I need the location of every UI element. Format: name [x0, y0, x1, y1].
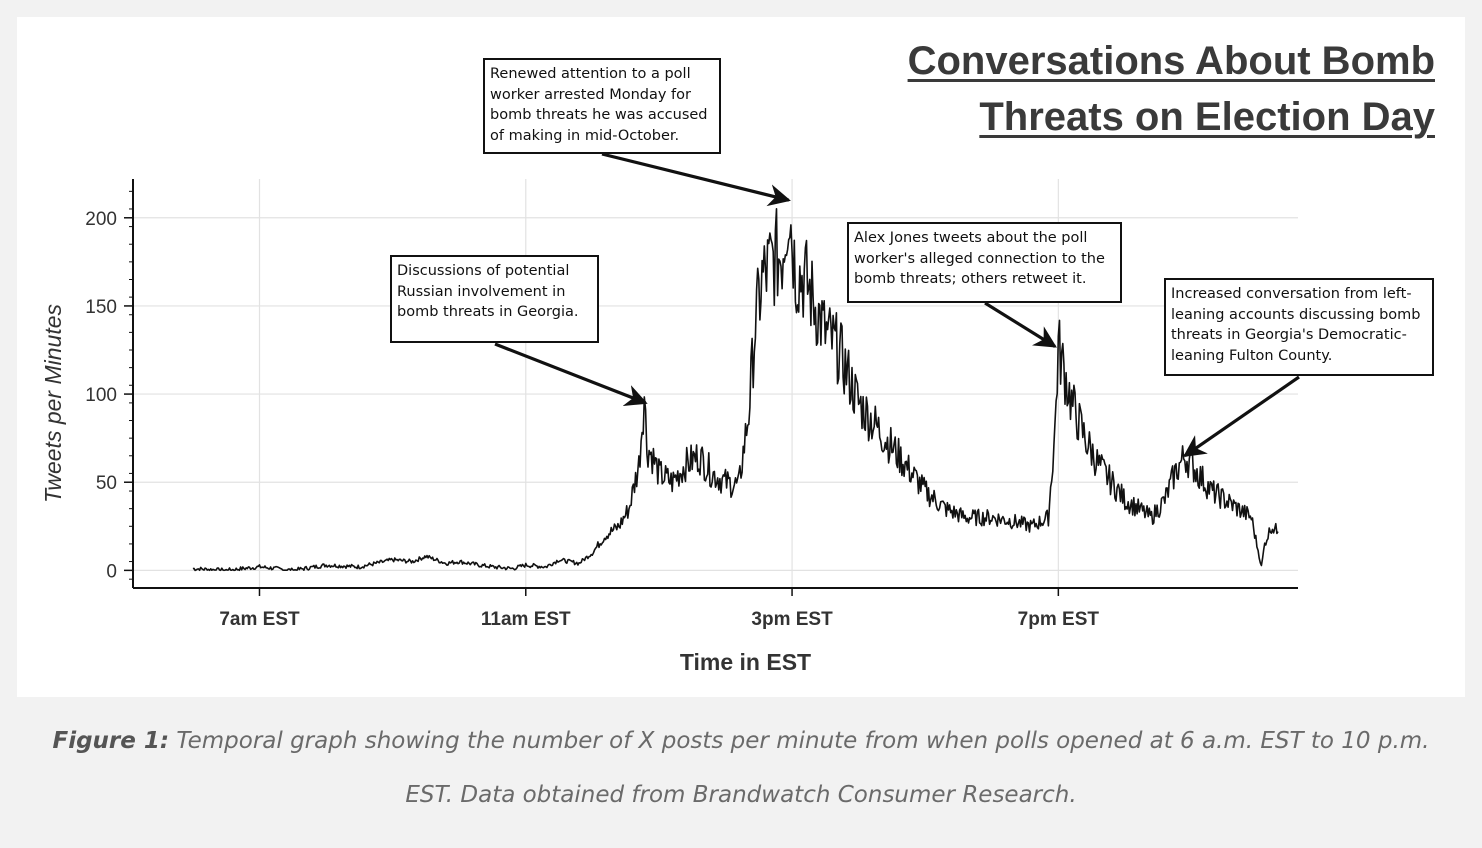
figure-caption: Figure 1: Temporal graph showing the num… [40, 714, 1442, 822]
x-tick-label: 3pm EST [751, 609, 833, 630]
annotation-alex-jones: Alex Jones tweets about the poll worker'… [847, 222, 1122, 303]
y-tick-label: 50 [96, 473, 117, 494]
y-tick-label: 200 [85, 209, 117, 230]
series-line [192, 208, 1279, 572]
annotation-fulton-county: Increased conversation from left- leanin… [1164, 278, 1434, 376]
y-tick-label: 100 [85, 385, 117, 406]
annotation-russian-involvement: Discussions of potential Russian involve… [390, 255, 599, 343]
y-axis-label: Tweets per Minutes [40, 304, 66, 503]
line-chart: 0 50 100 150 200 7am EST 11am EST 3pm EST 7pm ES… [40, 152, 1300, 675]
annotation-arrow [1182, 375, 1300, 458]
annotation-arrow [984, 301, 1057, 348]
y-tick-label: 0 [106, 561, 117, 582]
x-tick-label: 11am EST [481, 609, 571, 630]
chart-title-line2: Threats on Election Day [979, 95, 1435, 139]
caption-text: Temporal graph showing the number of X p… [169, 728, 1430, 808]
chart-title-line1: Conversations About Bomb [907, 39, 1435, 83]
x-axis-label: Time in EST [680, 649, 811, 675]
figure-panel: 0 50 100 150 200 7am EST 11am EST 3pm EST 7pm ES… [17, 17, 1465, 697]
x-tick-label: 7pm EST [1018, 609, 1100, 630]
caption-label: Figure 1: [52, 728, 170, 754]
series-0 [192, 208, 1279, 572]
x-tick-label: 7am EST [219, 609, 300, 630]
chart-title: Conversations About Bomb Threats on Elec… [875, 33, 1435, 145]
annotation-poll-worker: Renewed attention to a poll worker arres… [483, 58, 721, 154]
y-tick-label: 150 [85, 297, 117, 318]
annotation-arrow [601, 152, 791, 207]
annotation-arrow [494, 342, 648, 406]
